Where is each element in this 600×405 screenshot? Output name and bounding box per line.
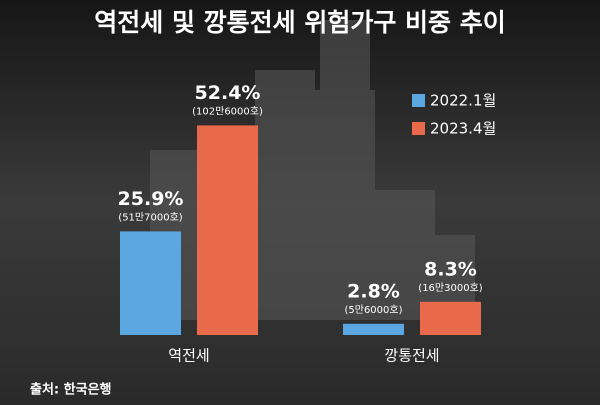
bar xyxy=(420,301,481,335)
legend-label: 2023.4월 xyxy=(430,120,496,138)
count-label: (5만6000호) xyxy=(344,304,402,316)
x-tick-label: 깡통전세 xyxy=(384,347,439,365)
count-label: (16만3000호) xyxy=(418,282,482,294)
legend-label: 2022.1월 xyxy=(430,92,496,110)
value-label: 25.9% xyxy=(118,188,184,210)
source: 출처: 한국은행 xyxy=(30,382,112,398)
x-tick-label: 역전세 xyxy=(168,347,209,365)
value-label: 2.8% xyxy=(347,280,400,302)
value-label: 8.3% xyxy=(424,258,477,280)
count-label: (51만7000호) xyxy=(118,211,182,223)
chart-title: 역전세 및 깡통전세 위험가구 비중 추이 xyxy=(94,8,506,37)
bar xyxy=(343,323,404,335)
legend-swatch xyxy=(412,122,425,135)
bar xyxy=(197,125,258,336)
value-label: 52.4% xyxy=(195,82,261,104)
buildings xyxy=(150,20,475,320)
bar xyxy=(120,231,181,335)
legend-swatch xyxy=(412,94,425,107)
count-label: (102만6000호) xyxy=(192,105,263,117)
